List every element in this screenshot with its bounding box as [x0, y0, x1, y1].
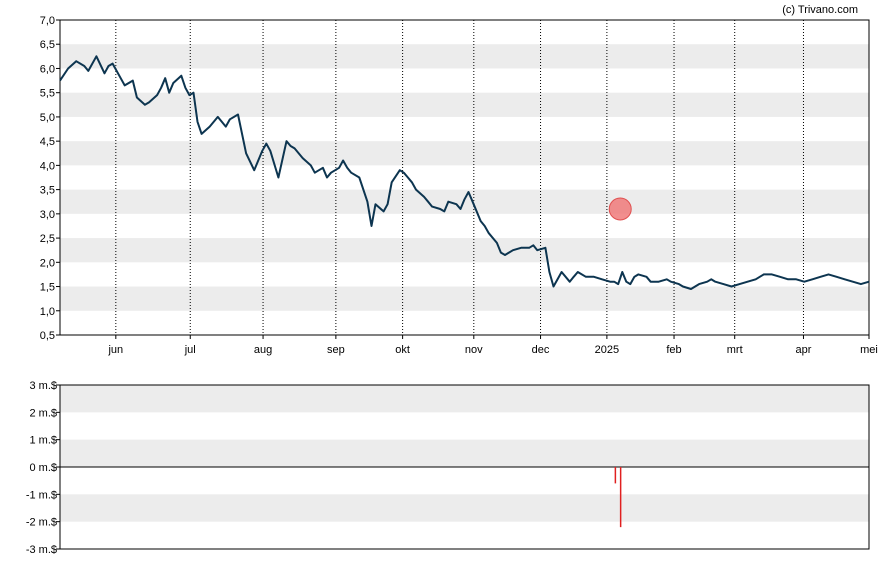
- y-tick-label: 2 m.$: [29, 407, 57, 419]
- x-tick-label: mei: [860, 344, 878, 356]
- y-tick-label: 6,0: [40, 63, 55, 75]
- grid-band: [60, 286, 869, 311]
- y-tick-label: 1 m.$: [29, 435, 57, 447]
- grid-band: [60, 44, 869, 69]
- x-tick-label: jul: [184, 344, 196, 356]
- y-tick-label: 3 m.$: [29, 380, 57, 392]
- grid-band: [60, 238, 869, 263]
- y-tick-label: 2,5: [40, 233, 55, 245]
- grid-band: [60, 92, 869, 117]
- plot-frame: [59, 19, 870, 336]
- grid-band: [60, 385, 869, 413]
- x-tick-label: okt: [395, 344, 410, 356]
- y-tick-label: 6,5: [40, 39, 55, 51]
- x-tick-label: mrt: [727, 344, 743, 356]
- y-tick-label: 1,5: [40, 282, 55, 294]
- plot-frame: [59, 384, 870, 550]
- y-tick-label: -3 m.$: [26, 544, 57, 556]
- y-tick-label: 0,5: [40, 330, 55, 342]
- y-tick-label: 4,0: [40, 160, 55, 172]
- y-tick-label: 4,5: [40, 136, 55, 148]
- y-tick-label: -1 m.$: [26, 489, 57, 501]
- x-tick-label: nov: [465, 344, 483, 356]
- volume-panel: -3 m.$ -2 m.$ -1 m.$ 0 m.$ 1 m.$ 2 m.$ 3 m.$: [26, 380, 870, 556]
- x-tick-label: sep: [327, 344, 345, 356]
- price-panel: jun jul aug sep okt nov dec 2025 feb mrt apr mei 0,5…: [40, 15, 878, 356]
- x-tick-label: apr: [796, 344, 812, 356]
- x-tick-label: feb: [666, 344, 681, 356]
- credit-label: (c) Trivano.com: [782, 4, 858, 16]
- y-tick-label: 0 m.$: [29, 462, 57, 474]
- y-tick-label: 3,5: [40, 185, 55, 197]
- grid-band: [60, 141, 869, 166]
- y-tick-label: -2 m.$: [26, 517, 57, 529]
- x-tick-label: 2025: [595, 344, 619, 356]
- y-tick-label: 5,5: [40, 88, 55, 100]
- price-line: [59, 55, 870, 290]
- y-tick-label: 1,0: [40, 306, 55, 318]
- x-tick-label: dec: [532, 344, 550, 356]
- grid-band: [60, 439, 869, 467]
- y-tick-label: 3,0: [40, 209, 55, 221]
- grid-band: [60, 494, 869, 522]
- y-tick-label: 2,0: [40, 257, 55, 269]
- highlight-marker: [608, 197, 632, 221]
- x-tick-label: aug: [254, 344, 272, 356]
- x-tick-label: jun: [107, 344, 123, 356]
- y-tick-label: 7,0: [40, 15, 55, 27]
- y-tick-label: 5,0: [40, 112, 55, 124]
